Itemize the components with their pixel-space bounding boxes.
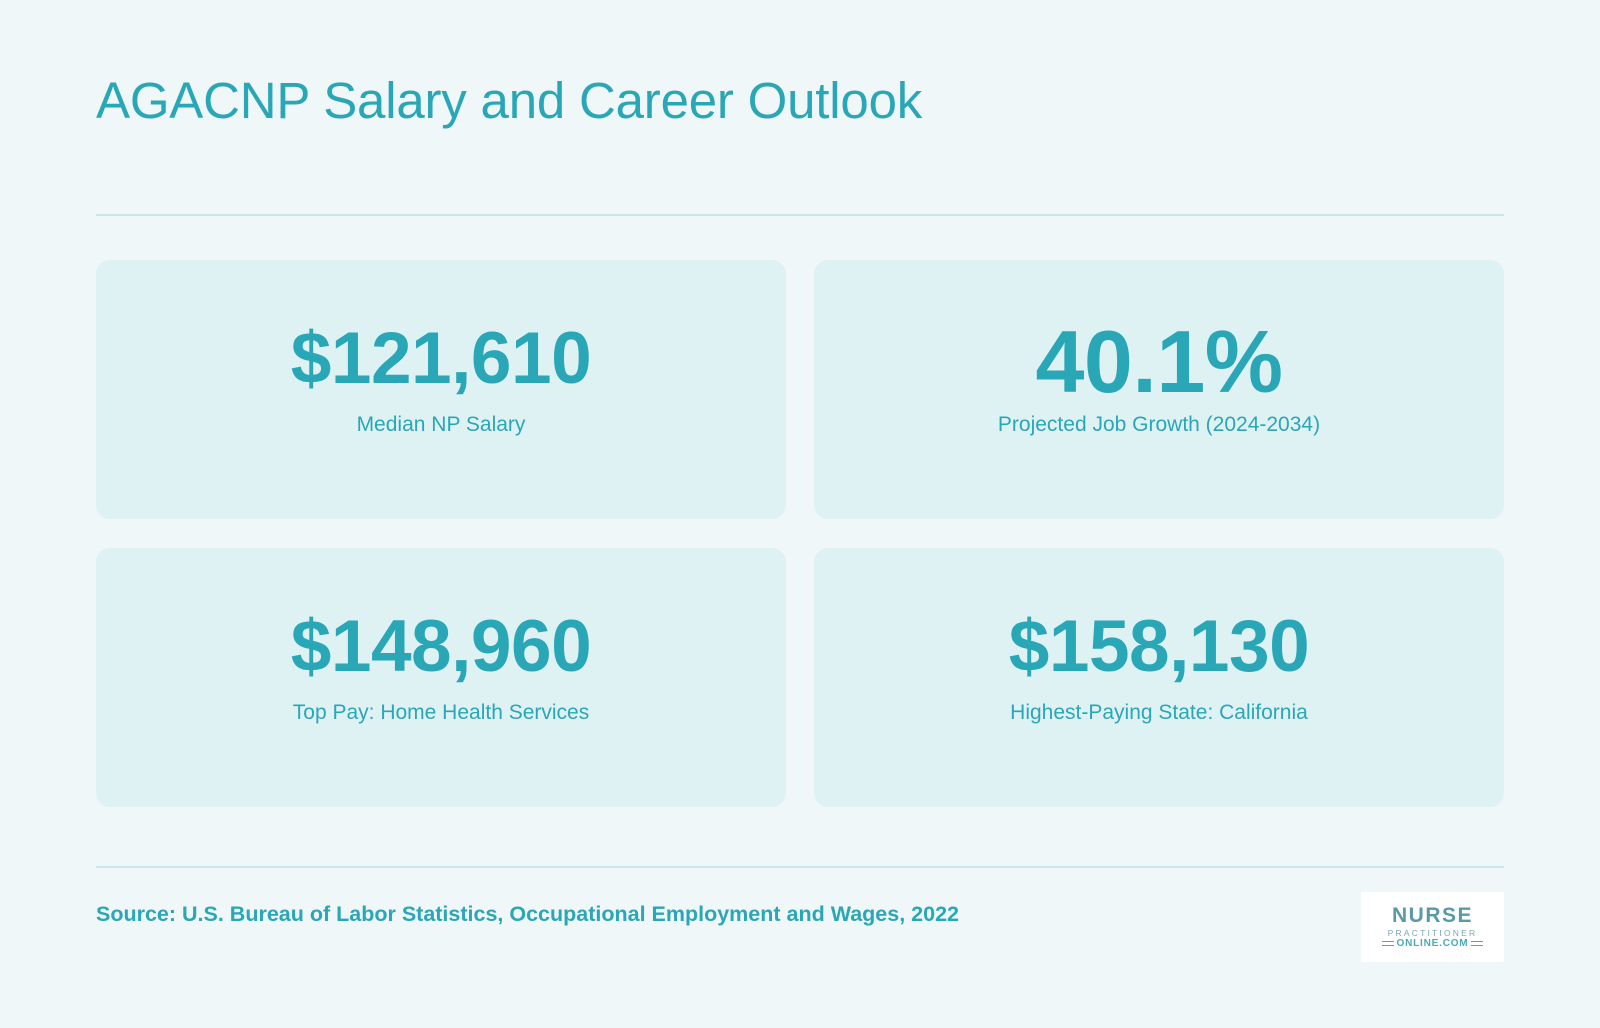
stat-value: $121,610 xyxy=(290,318,592,399)
source-citation: Source: U.S. Bureau of Labor Statistics,… xyxy=(96,902,959,926)
stat-label: Highest-Paying State: California xyxy=(1010,701,1308,724)
stat-label: Top Pay: Home Health Services xyxy=(292,701,590,724)
logo-text-domain: ONLINE.COM xyxy=(1379,938,1487,949)
stat-value: $148,960 xyxy=(290,606,592,687)
logo-text-nurse: NURSE xyxy=(1391,903,1473,927)
logo-rule-left xyxy=(1381,941,1394,947)
stat-card-top-pay: $148,960 Top Pay: Home Health Services xyxy=(96,548,786,807)
stat-card-highest-state: $158,130 Highest-Paying State: Californi… xyxy=(814,548,1504,807)
stat-card-median-salary: $121,610 Median NP Salary xyxy=(96,260,786,519)
site-logo[interactable]: NURSE PRACTITIONER ONLINE.COM xyxy=(1361,892,1504,962)
logo-text-online: ONLINE.COM xyxy=(1396,938,1469,950)
page-title: AGACNP Salary and Career Outlook xyxy=(96,72,923,129)
stat-value: 40.1% xyxy=(1035,312,1283,411)
top-divider xyxy=(96,214,1504,216)
logo-rule-right xyxy=(1471,941,1484,947)
bottom-divider xyxy=(96,866,1504,868)
logo-text-practitioner: PRACTITIONER xyxy=(1387,927,1478,938)
stat-label: Projected Job Growth (2024-2034) xyxy=(997,413,1321,436)
stats-grid: $121,610 Median NP Salary 40.1% Projecte… xyxy=(96,260,1504,807)
stat-card-job-growth: 40.1% Projected Job Growth (2024-2034) xyxy=(814,260,1504,519)
stat-label: Median NP Salary xyxy=(356,413,526,436)
stat-value: $158,130 xyxy=(1008,606,1310,687)
